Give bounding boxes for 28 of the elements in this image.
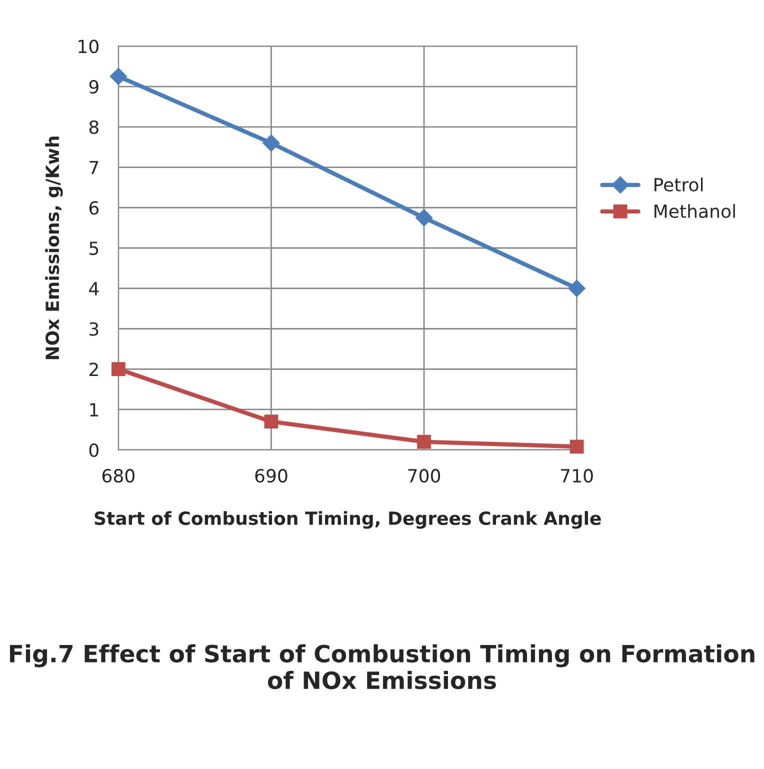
y-tick-label: 1: [90, 403, 98, 416]
point: [262, 134, 280, 152]
point: [417, 434, 431, 449]
legend-label: Petrol: [654, 178, 703, 192]
x-tick-label: 680: [102, 468, 134, 483]
y-tick-label: 5: [90, 242, 98, 256]
point: [415, 209, 433, 226]
point: [110, 68, 127, 85]
y-tick-label: 4: [89, 282, 99, 296]
y-axis-title: NOx Emissions, g/Kwh: [45, 136, 63, 360]
y-tick-label: 8: [89, 120, 98, 134]
x-axis-title: Start of Combustion Timing, Degrees Crank Angle: [94, 511, 601, 529]
point: [570, 440, 584, 454]
point: [264, 414, 278, 429]
y-tick-label: 2: [90, 362, 98, 376]
point: [568, 280, 586, 297]
point: [111, 362, 126, 376]
y-tick-label: 6: [89, 201, 99, 215]
y-tick-label: 3: [90, 322, 98, 336]
y-tick-label: 9: [89, 80, 98, 94]
x-tick-label: 690: [255, 468, 288, 483]
y-tick-label: 10: [78, 40, 98, 54]
y-tick-label: 7: [90, 160, 98, 174]
x-tick-label: 700: [408, 468, 440, 483]
legend-label: Methanol: [654, 204, 735, 218]
x-tick-label: 710: [561, 468, 593, 483]
y-tick-label: 0: [89, 443, 98, 457]
caption: Fig.7 Effect of Start of Combustion Timing on Formation of NOx Emissions: [10, 644, 754, 690]
